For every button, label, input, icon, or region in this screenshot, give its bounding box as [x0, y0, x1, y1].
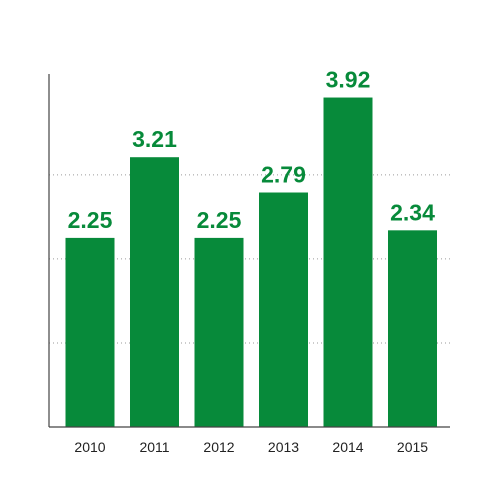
x-tick-label-2010: 2010: [74, 439, 105, 455]
value-label-2015: 2.34: [390, 199, 435, 225]
x-tick-labels: 2010 2011 2012 2013 2014 2015: [74, 439, 428, 455]
x-tick-label-2014: 2014: [332, 439, 363, 455]
value-label-2012: 2.25: [197, 207, 242, 233]
value-label-2013: 2.79: [261, 162, 306, 188]
value-labels: 2.25 3.21 2.25 2.79 3.92 2.34: [68, 67, 435, 233]
gridlines: [49, 174, 450, 344]
x-tick-label-2012: 2012: [203, 439, 234, 455]
bar-2012: [194, 237, 244, 427]
x-tick-label-2011: 2011: [139, 439, 169, 455]
bar-2013: [259, 192, 308, 427]
bars: [65, 97, 437, 428]
bar-2010: [65, 237, 115, 427]
x-tick-label-2015: 2015: [397, 439, 428, 455]
bar-2014: [323, 97, 373, 428]
bar-2011: [130, 157, 179, 427]
bar-2015: [388, 230, 437, 427]
value-label-2010: 2.25: [68, 207, 113, 233]
value-label-2011: 3.21: [132, 126, 177, 152]
x-tick-label-2013: 2013: [268, 439, 299, 455]
value-label-2014: 3.92: [326, 67, 371, 93]
